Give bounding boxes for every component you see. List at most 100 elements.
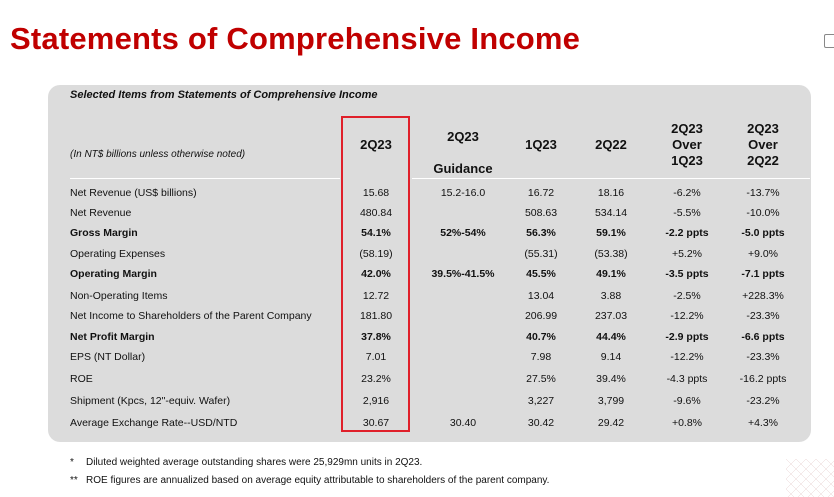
table-cell-q1_23: 30.42: [527, 417, 555, 429]
table-cell-q2_23: 42.0%: [361, 268, 391, 280]
table-cell-guidance: 15.2-16.0: [440, 187, 486, 199]
table-cell-q1_23: 3,227: [527, 395, 555, 407]
row-label: Net Revenue: [70, 207, 132, 219]
table-cell-yoy: +9.0%: [747, 248, 779, 260]
table-cell-q2_22: 29.42: [597, 417, 625, 429]
table-cell-yoy: -10.0%: [746, 207, 780, 219]
column-header-line: Over: [748, 137, 778, 152]
table-cell-q2_22: 237.03: [594, 310, 628, 322]
header-separator: [70, 178, 340, 179]
table-cell-q2_22: 3.88: [600, 290, 622, 302]
footnote-mark: **: [70, 475, 78, 486]
table-cell-yoy: -6.6 ppts: [741, 331, 785, 343]
column-header-q1_23: 1Q23: [501, 137, 581, 153]
table-cell-q2_23: 30.67: [362, 417, 390, 429]
table-cell-qoq: -6.2%: [673, 187, 701, 199]
table-cell-q2_23: 54.1%: [361, 227, 391, 239]
table-cell-guidance: 39.5%-41.5%: [431, 268, 495, 280]
table-caption: Selected Items from Statements of Compre…: [70, 89, 378, 101]
table-cell-q2_22: 3,799: [597, 395, 625, 407]
page-title: Statements of Comprehensive Income: [10, 21, 581, 56]
table-cell-qoq: -9.6%: [673, 395, 701, 407]
table-cell-q1_23: 45.5%: [526, 268, 556, 280]
table-cell-guidance: 30.40: [449, 417, 477, 429]
table-cell-q2_22: 39.4%: [596, 373, 626, 385]
table-cell-q2_23: 181.80: [359, 310, 393, 322]
table-cell-q1_23: 56.3%: [526, 227, 556, 239]
table-cell-q2_23: (58.19): [359, 248, 393, 260]
table-cell-qoq: -5.5%: [673, 207, 701, 219]
column-header-guidance: 2Q23 Guidance: [423, 121, 503, 185]
table-cell-q1_23: 7.98: [530, 351, 552, 363]
column-header-line: Over: [672, 137, 702, 152]
decorative-pattern: [786, 459, 834, 497]
column-header-line: 2Q23: [360, 137, 392, 152]
table-cell-qoq: -4.3 ppts: [666, 373, 708, 385]
column-header-q2_22: 2Q22: [571, 137, 651, 153]
table-cell-qoq: -12.2%: [670, 351, 704, 363]
table-cell-qoq: +0.8%: [671, 417, 703, 429]
row-label: EPS (NT Dollar): [70, 351, 146, 363]
column-header-line: Guidance: [433, 161, 493, 176]
table-cell-yoy: +228.3%: [742, 290, 784, 302]
row-label: Gross Margin: [70, 227, 138, 239]
footnote-text: Diluted weighted average outstanding sha…: [86, 457, 423, 468]
table-cell-q2_22: 9.14: [600, 351, 622, 363]
table-cell-q2_22: 59.1%: [596, 227, 626, 239]
row-label: ROE: [70, 373, 93, 385]
table-cell-q1_23: 206.99: [524, 310, 558, 322]
footnote-eps: * Diluted weighted average outstanding sh…: [70, 457, 422, 468]
row-label: Net Profit Margin: [70, 331, 155, 343]
current-quarter-highlight: [341, 116, 410, 432]
column-header-line: 1Q23: [525, 137, 557, 152]
table-cell-q1_23: (55.31): [524, 248, 558, 260]
table-cell-yoy: -23.3%: [746, 310, 780, 322]
column-header-q2_23: 2Q23: [336, 137, 416, 153]
footnote-roe: ** ROE figures are annualized based on av…: [70, 475, 549, 486]
table-cell-q2_23: 480.84: [359, 207, 393, 219]
table-cell-qoq: -3.5 ppts: [665, 268, 709, 280]
table-cell-q2_22: 44.4%: [596, 331, 626, 343]
column-header-line: 1Q23: [671, 153, 703, 168]
table-cell-qoq: -12.2%: [670, 310, 704, 322]
table-cell-yoy: -16.2 ppts: [739, 373, 787, 385]
column-header-line: 2Q23: [671, 121, 703, 136]
table-cell-yoy: -23.2%: [746, 395, 780, 407]
table-cell-q2_22: 18.16: [597, 187, 625, 199]
row-label: Net Income to Shareholders of the Parent…: [70, 310, 312, 322]
table-cell-guidance: 52%-54%: [440, 227, 486, 239]
column-header-qoq: 2Q23 Over 1Q23: [647, 121, 727, 169]
column-header-yoy: 2Q23 Over 2Q22: [723, 121, 803, 169]
table-cell-yoy: -23.3%: [746, 351, 780, 363]
row-label: Operating Margin: [70, 268, 157, 280]
table-cell-qoq: +5.2%: [671, 248, 703, 260]
row-label: Net Revenue (US$ billions): [70, 187, 197, 199]
table-cell-q1_23: 27.5%: [526, 373, 556, 385]
unit-note: (In NT$ billions unless otherwise noted): [70, 149, 246, 160]
table-cell-yoy: -7.1 ppts: [741, 268, 785, 280]
window-corner-icon: [824, 34, 834, 48]
footnote-mark: *: [70, 457, 74, 468]
row-label: Operating Expenses: [70, 248, 166, 260]
table-cell-yoy: +4.3%: [747, 417, 779, 429]
footnote-text: ROE figures are annualized based on aver…: [86, 475, 550, 486]
table-cell-qoq: -2.2 ppts: [665, 227, 709, 239]
table-cell-yoy: -5.0 ppts: [741, 227, 785, 239]
table-cell-q2_23: 2,916: [362, 395, 390, 407]
header-separator: [412, 178, 810, 179]
column-header-line: 2Q22: [595, 137, 627, 152]
column-header-line: 2Q23: [747, 121, 779, 136]
table-cell-q2_22: (53.38): [594, 248, 628, 260]
row-label: Non-Operating Items: [70, 290, 168, 302]
table-cell-q2_22: 49.1%: [596, 268, 626, 280]
table-cell-q1_23: 40.7%: [526, 331, 556, 343]
table-cell-q2_23: 23.2%: [361, 373, 391, 385]
table-cell-q2_23: 37.8%: [361, 331, 391, 343]
table-cell-yoy: -13.7%: [746, 187, 780, 199]
column-header-line: 2Q22: [747, 153, 779, 168]
table-cell-qoq: -2.5%: [673, 290, 701, 302]
column-header-line: 2Q23: [447, 129, 479, 144]
row-label: Shipment (Kpcs, 12"-equiv. Wafer): [70, 395, 231, 407]
table-cell-q2_23: 7.01: [365, 351, 387, 363]
table-cell-q1_23: 508.63: [524, 207, 558, 219]
